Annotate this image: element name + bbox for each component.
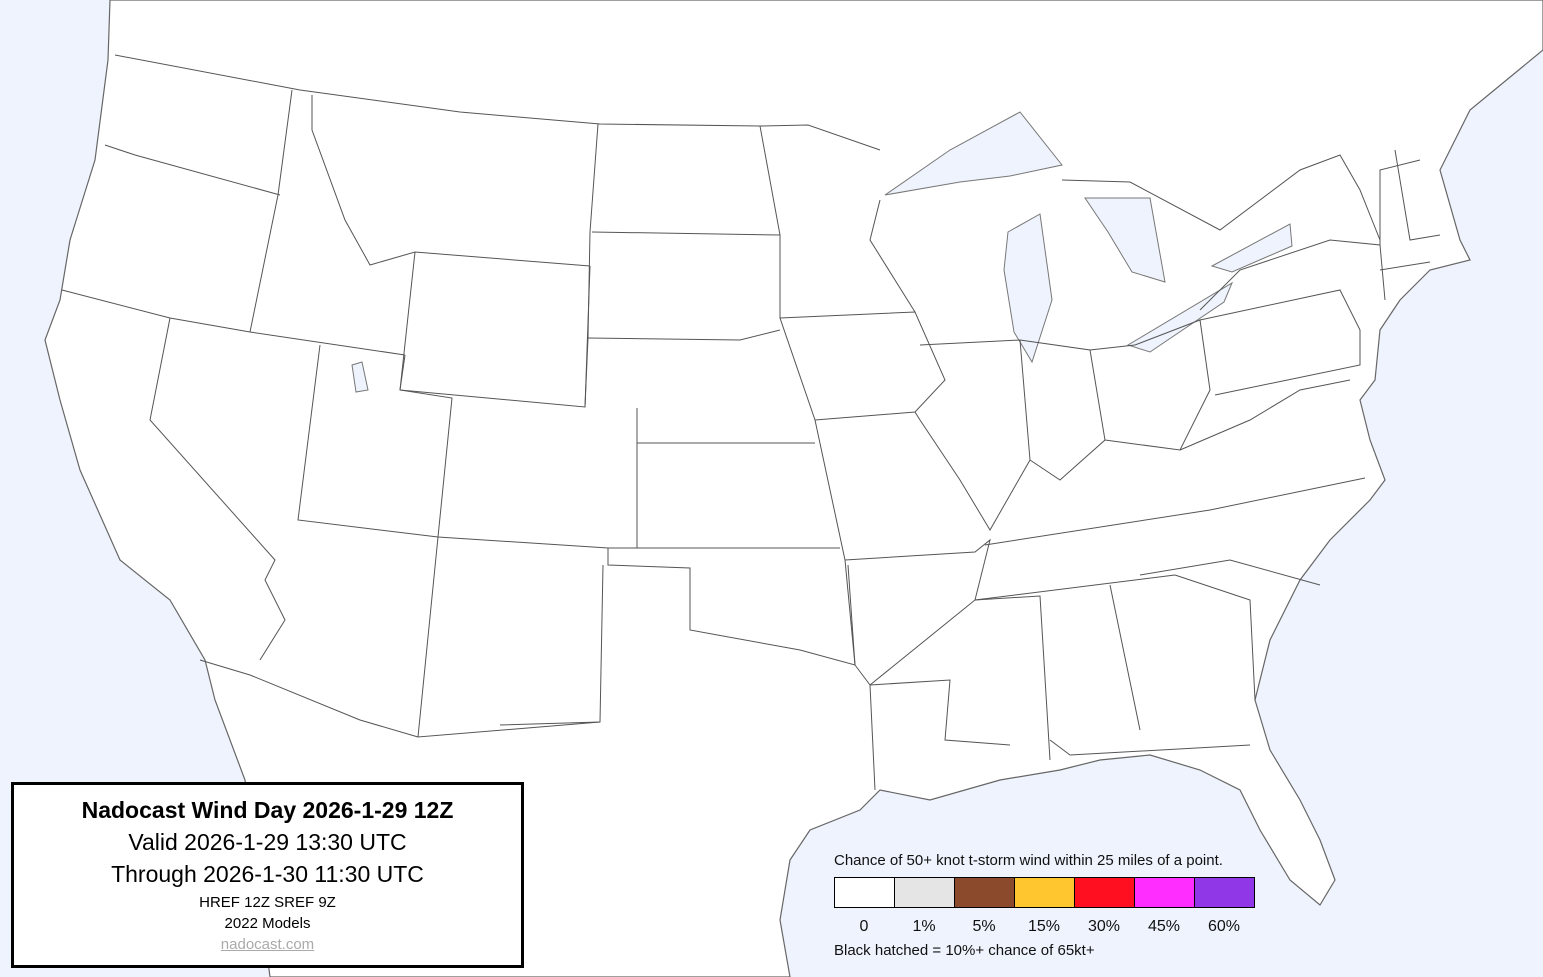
legend-swatch <box>835 878 895 907</box>
legend-swatch <box>1195 878 1254 907</box>
legend-swatch <box>895 878 955 907</box>
legend: Chance of 50+ knot t-storm wind within 2… <box>834 852 1255 959</box>
legend-tick-label: 30% <box>1087 918 1121 935</box>
legend-tick-label: 5% <box>972 918 996 935</box>
legend-tick-label: 1% <box>912 918 936 935</box>
valid-time: Valid 2026-1-29 13:30 UTC <box>128 829 407 855</box>
lake-erie <box>1126 281 1234 353</box>
legend-ticks: 0 1% 5% 15% 30% 45% 60% <box>834 918 1255 936</box>
legend-swatch <box>1015 878 1075 907</box>
legend-tick-label: 45% <box>1147 918 1181 935</box>
land <box>44 0 1543 977</box>
lake-huron <box>1084 197 1166 283</box>
legend-color-bar <box>834 877 1255 908</box>
title-box: Nadocast Wind Day 2026-1-29 12Z Valid 20… <box>11 782 524 968</box>
legend-swatch <box>1075 878 1135 907</box>
model-runs: HREF 12Z SREF 9Z <box>199 894 336 911</box>
nadocast-link[interactable]: nadocast.com <box>220 936 315 953</box>
lake-ontario <box>1210 223 1293 273</box>
model-version: 2022 Models <box>224 915 311 932</box>
legend-swatch <box>1135 878 1195 907</box>
great-salt-lake <box>351 361 369 393</box>
legend-tick-label: 15% <box>1027 918 1061 935</box>
legend-tick-label: 60% <box>1207 918 1241 935</box>
legend-tick-label: 0 <box>859 918 869 935</box>
through-time: Through 2026-1-30 11:30 UTC <box>111 861 424 887</box>
lake-michigan <box>1003 213 1053 364</box>
great-lakes <box>351 111 1293 393</box>
map-title: Nadocast Wind Day 2026-1-29 12Z <box>81 797 454 823</box>
legend-caption: Chance of 50+ knot t-storm wind within 2… <box>834 852 1223 869</box>
borders <box>61 54 1441 791</box>
lake-superior <box>884 111 1063 196</box>
legend-hatch-note: Black hatched = 10%+ chance of 65kt+ <box>834 942 1095 959</box>
legend-swatch <box>955 878 1015 907</box>
